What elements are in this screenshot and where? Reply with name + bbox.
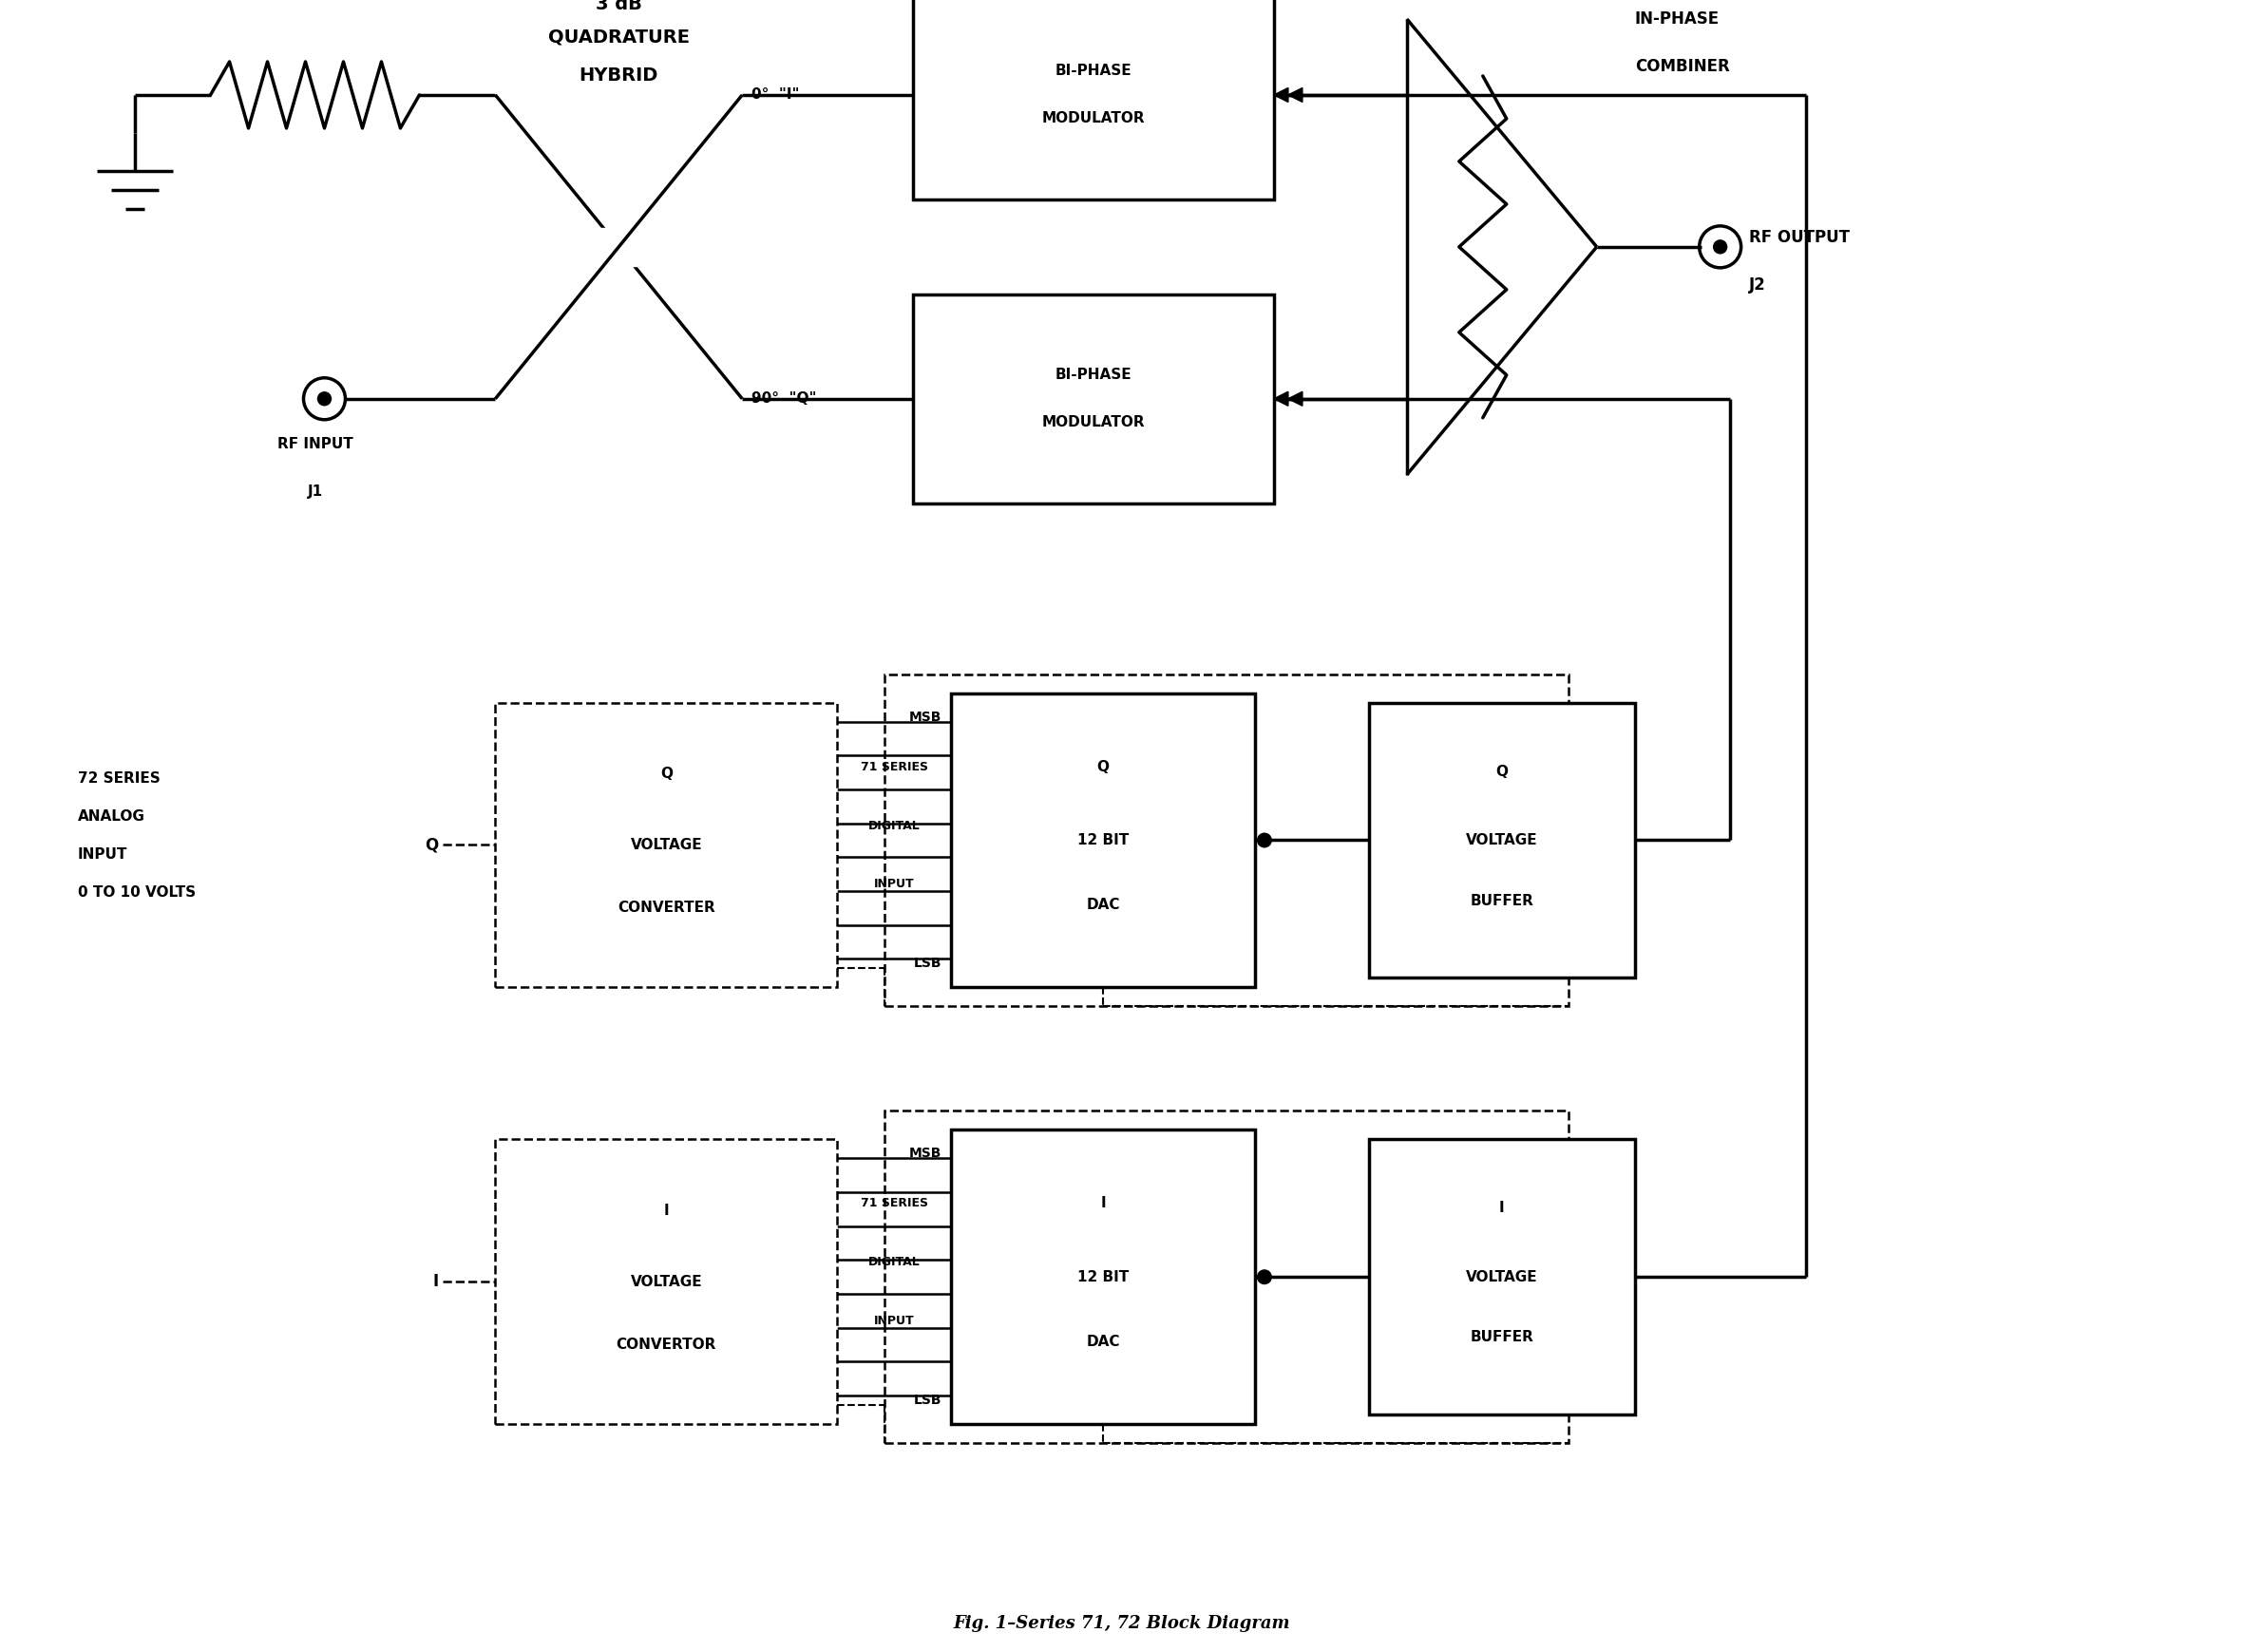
Text: INPUT: INPUT: [873, 1315, 913, 1327]
Bar: [884, 1110, 1569, 1444]
Text: BI-PHASE: BI-PHASE: [1055, 368, 1131, 382]
Text: RF INPUT: RF INPUT: [276, 436, 352, 451]
Text: Q: Q: [424, 836, 438, 854]
Text: 90°  "Q": 90° "Q": [752, 392, 817, 406]
Text: I: I: [1100, 1196, 1106, 1211]
Text: BUFFER: BUFFER: [1470, 894, 1533, 909]
Circle shape: [1712, 240, 1728, 254]
Text: COMBINER: COMBINER: [1634, 58, 1730, 74]
Bar: [913, 0, 1275, 200]
Bar: [913, 294, 1275, 504]
Text: HYBRID: HYBRID: [579, 66, 657, 84]
Text: Fig. 1–Series 71, 72 Block Diagram: Fig. 1–Series 71, 72 Block Diagram: [954, 1616, 1290, 1632]
Text: 0°  "I": 0° "I": [752, 88, 799, 102]
Text: INPUT: INPUT: [79, 847, 128, 862]
Text: Q: Q: [660, 767, 673, 781]
Text: DIGITAL: DIGITAL: [868, 1256, 920, 1269]
Bar: [951, 1130, 1254, 1424]
Text: INPUT: INPUT: [873, 879, 913, 890]
Circle shape: [316, 392, 332, 406]
Polygon shape: [1275, 88, 1288, 102]
Text: 72 SERIES: 72 SERIES: [79, 771, 159, 786]
Bar: [496, 702, 837, 988]
Text: Q: Q: [1495, 765, 1508, 778]
Polygon shape: [1288, 392, 1302, 406]
Text: DAC: DAC: [1086, 899, 1120, 912]
Text: I: I: [1499, 1201, 1503, 1216]
Text: J1: J1: [307, 484, 323, 499]
Text: VOLTAGE: VOLTAGE: [1465, 1270, 1537, 1284]
Text: Q: Q: [1097, 760, 1109, 773]
Text: BUFFER: BUFFER: [1470, 1330, 1533, 1345]
Text: LSB: LSB: [913, 1394, 942, 1408]
Circle shape: [1257, 1269, 1272, 1285]
Bar: [884, 674, 1569, 1006]
Text: 0 TO 10 VOLTS: 0 TO 10 VOLTS: [79, 885, 195, 900]
Text: 12 BIT: 12 BIT: [1077, 1270, 1129, 1284]
Text: MODULATOR: MODULATOR: [1041, 415, 1144, 430]
Text: 71 SERIES: 71 SERIES: [859, 1198, 927, 1209]
Text: RF OUTPUT: RF OUTPUT: [1748, 230, 1849, 246]
Polygon shape: [1288, 88, 1302, 102]
Bar: [1369, 702, 1634, 978]
Text: DIGITAL: DIGITAL: [868, 819, 920, 831]
Text: I: I: [664, 1203, 669, 1218]
Text: ANALOG: ANALOG: [79, 809, 146, 824]
Text: CONVERTER: CONVERTER: [617, 900, 716, 915]
Text: IN-PHASE: IN-PHASE: [1634, 10, 1719, 28]
Polygon shape: [1275, 392, 1288, 406]
Bar: [951, 694, 1254, 988]
Text: J2: J2: [1748, 276, 1766, 294]
Text: MSB: MSB: [909, 1146, 942, 1160]
Circle shape: [1257, 833, 1272, 847]
Bar: [1369, 1140, 1634, 1414]
Text: VOLTAGE: VOLTAGE: [1465, 833, 1537, 847]
Bar: [496, 1140, 837, 1424]
Text: I: I: [433, 1274, 438, 1290]
Text: MSB: MSB: [909, 710, 942, 724]
Text: 71 SERIES: 71 SERIES: [859, 760, 927, 773]
Text: BI-PHASE: BI-PHASE: [1055, 64, 1131, 78]
Text: CONVERTOR: CONVERTOR: [617, 1336, 716, 1351]
Text: 3 dB: 3 dB: [595, 0, 642, 13]
Text: VOLTAGE: VOLTAGE: [631, 1275, 702, 1289]
Text: QUADRATURE: QUADRATURE: [548, 28, 689, 46]
Text: MODULATOR: MODULATOR: [1041, 112, 1144, 126]
Text: DAC: DAC: [1086, 1335, 1120, 1348]
Text: 12 BIT: 12 BIT: [1077, 833, 1129, 847]
Bar: [599, 228, 637, 266]
Text: LSB: LSB: [913, 957, 942, 970]
Text: VOLTAGE: VOLTAGE: [631, 838, 702, 852]
